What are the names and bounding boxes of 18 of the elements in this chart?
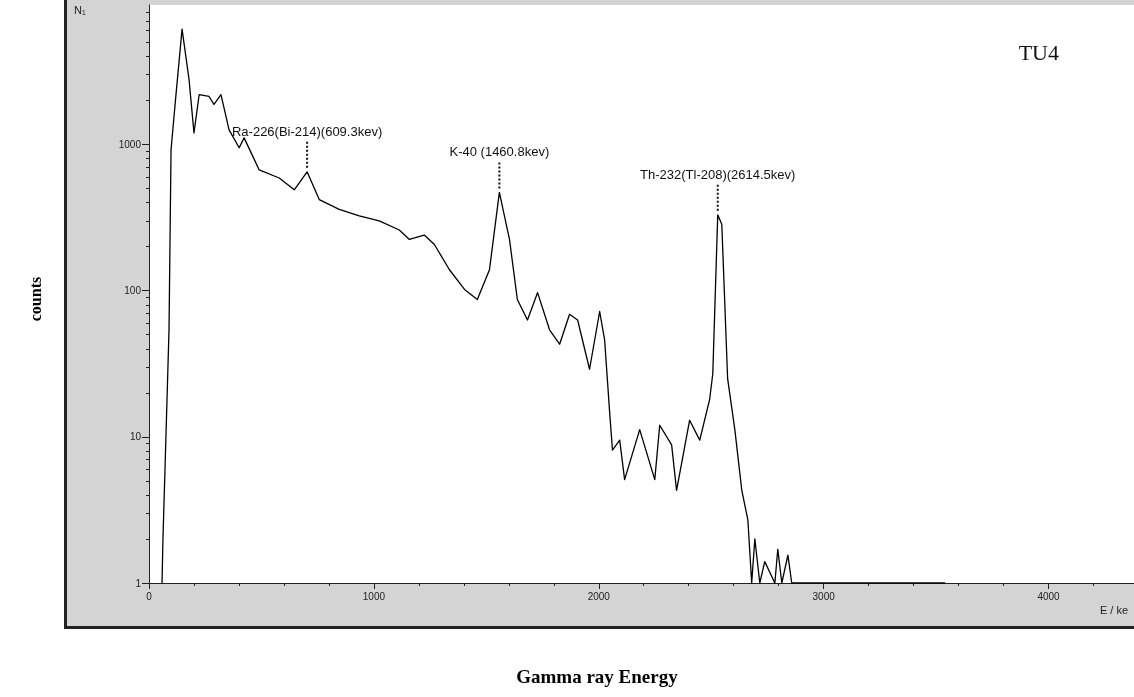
y-tick-label: 1000 bbox=[118, 138, 142, 150]
y-axis-title: counts bbox=[27, 276, 46, 322]
annotation: Ra-226(Bi-214)(609.3kev) bbox=[231, 123, 383, 139]
x-tick-label: 1000 bbox=[362, 590, 386, 602]
x-tick-label: 2000 bbox=[587, 590, 611, 602]
x-axis-title: Gamma ray Energy bbox=[515, 666, 679, 688]
text: TU4 bbox=[1018, 39, 1059, 65]
x-tick-label: 3000 bbox=[812, 590, 836, 602]
y-tick-label: 1 bbox=[135, 577, 142, 589]
y-tick-label: 100 bbox=[124, 285, 142, 297]
x-tick-label: 0 bbox=[146, 590, 153, 602]
annotation: K-40 (1460.8kev) bbox=[449, 144, 550, 160]
x-tick-label: 4000 bbox=[1037, 590, 1061, 602]
line-series bbox=[161, 28, 946, 584]
text: E / ke bbox=[1099, 603, 1128, 616]
y-tick-label: 10 bbox=[129, 431, 142, 443]
text: N₁ bbox=[74, 3, 86, 16]
annotation: Th-232(Tl-208)(2614.5kev) bbox=[640, 166, 796, 182]
